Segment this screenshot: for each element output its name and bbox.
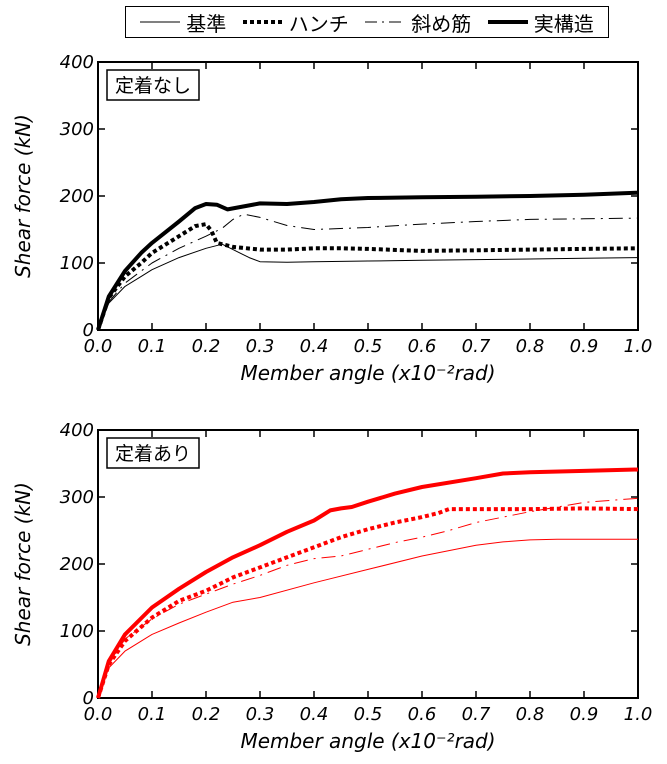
legend-swatch-dashdot: [365, 21, 406, 23]
panel-title: 定着あり: [106, 437, 200, 469]
legend-item-kijun: 基準: [140, 8, 226, 37]
y-tick-label: 200: [60, 186, 94, 207]
x-tick-label: 0.1: [138, 704, 167, 725]
series-line-4: [96, 467, 639, 699]
y-tick-label: 300: [60, 119, 94, 140]
legend-swatch-thick: [487, 20, 528, 24]
panel-title-text: 定着なし: [115, 75, 191, 97]
x-tick-label: 0.4: [300, 336, 329, 357]
legend: 基準 ハンチ 斜め筋 実構造: [125, 6, 609, 38]
y-tick-label: 400: [60, 420, 94, 441]
legend-swatch-thin: [140, 21, 181, 23]
series-line-2: [96, 506, 639, 699]
x-tick-label: 0.2: [192, 704, 221, 725]
chart-1: 0.0 0.1 0.2 0.3 0.4 0.5 0.6 0.7 0.8 0.9 1.0 0 100 200…: [11, 52, 652, 385]
x-tick-label: 0.0: [84, 336, 113, 357]
series-line-2: [96, 222, 639, 331]
series-line-1: [97, 243, 639, 331]
series-line-3: [97, 213, 639, 331]
x-tick-label: 0.4: [300, 704, 329, 725]
y-tick-label: 0: [83, 688, 94, 709]
x-axis-label: Member angle (x10⁻²rad): [240, 361, 495, 385]
y-tick-label: 400: [60, 52, 94, 73]
x-tick-label: 0.5: [354, 336, 383, 357]
x-tick-label: 0.7: [462, 336, 491, 357]
y-axis-label: Shear force (kN): [11, 114, 35, 278]
x-tick-label: 0.8: [516, 336, 545, 357]
x-tick-label: 0.7: [462, 704, 491, 725]
y-tick-label: 0: [83, 320, 94, 341]
x-tick-label: 0.5: [354, 704, 383, 725]
x-tick-label: 0.3: [246, 336, 275, 357]
x-tick-label: 0.9: [570, 704, 599, 725]
legend-label-kijun: 基準: [186, 11, 227, 36]
panel-title-box: [106, 437, 200, 469]
legend-label-hanchi: ハンチ: [288, 11, 349, 36]
legend-label-jikozo: 実構造: [533, 11, 594, 36]
legend-item-jikozo: 実構造: [487, 8, 594, 37]
y-axis-label: Shear force (kN): [11, 482, 35, 646]
x-tick-label: 0.6: [408, 336, 437, 357]
legend-item-nanamesuji: 斜め筋: [365, 8, 471, 37]
y-tick-label: 200: [60, 554, 94, 575]
x-tick-label: 0.1: [138, 336, 167, 357]
y-tick-label: 100: [60, 253, 94, 274]
series-line-1: [97, 538, 638, 699]
panel-title: 定着なし: [106, 69, 200, 101]
x-tick-label: 1.0: [624, 704, 653, 725]
series-line-3: [97, 497, 639, 699]
x-tick-label: 0.9: [570, 336, 599, 357]
panel-title-box: [106, 69, 200, 101]
legend-label-nanamesuji: 斜め筋: [411, 11, 472, 36]
legend-item-hanchi: ハンチ: [242, 8, 349, 37]
x-tick-label: 0.6: [408, 704, 437, 725]
x-tick-label: 0.8: [516, 704, 545, 725]
y-tick-label: 100: [60, 621, 94, 642]
x-tick-label: 0.3: [246, 704, 275, 725]
x-tick-label: 1.0: [624, 336, 653, 357]
x-tick-label: 0.0: [84, 704, 113, 725]
series-line-4: [96, 190, 639, 331]
panel-title-text: 定着あり: [115, 443, 191, 465]
chart-2: 0.0 0.1 0.2 0.3 0.4 0.5 0.6 0.7 0.8 0.9 1.0 0 100 200…: [11, 420, 652, 753]
x-axis-label: Member angle (x10⁻²rad): [240, 729, 495, 753]
y-tick-label: 300: [60, 487, 94, 508]
x-tick-label: 0.2: [192, 336, 221, 357]
